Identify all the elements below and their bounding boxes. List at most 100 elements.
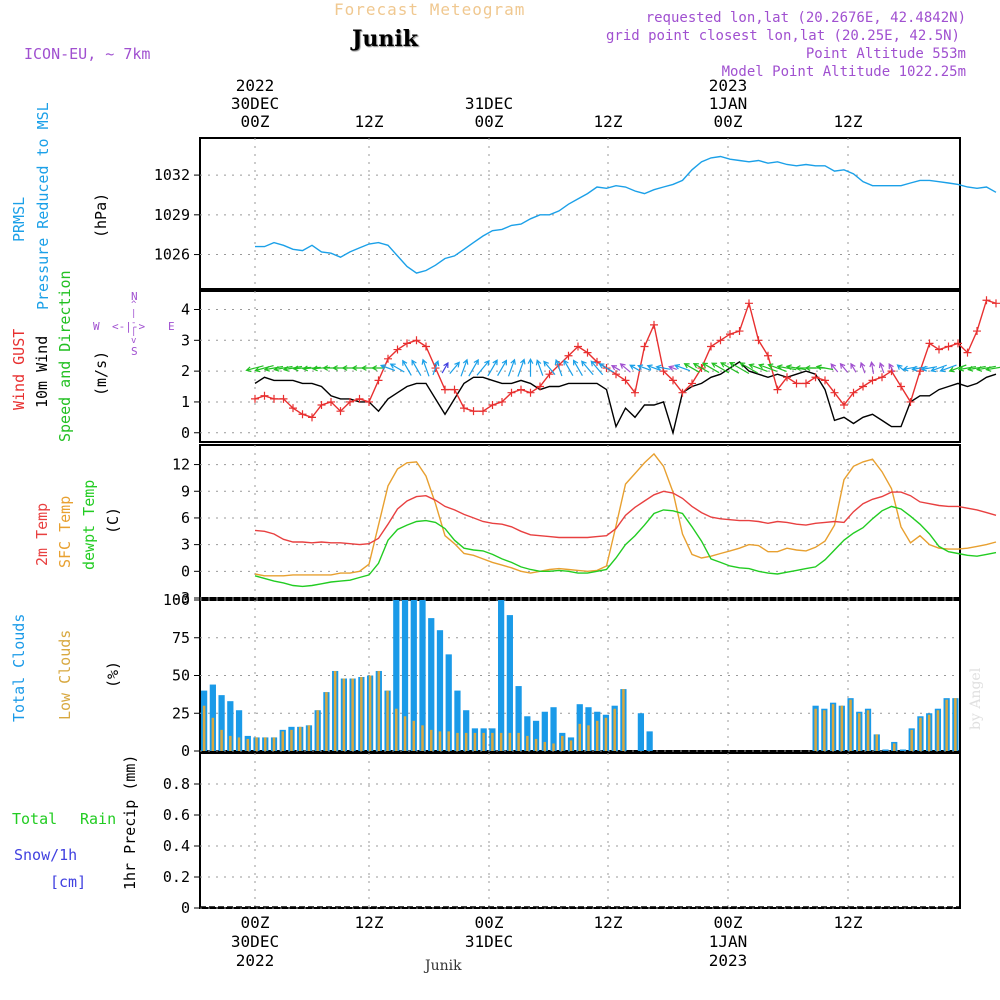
low-cloud-bar (202, 705, 206, 751)
low-cloud-bar (526, 735, 529, 751)
gust-marker (631, 388, 639, 397)
gust-marker (650, 320, 658, 329)
low-cloud-bar (333, 670, 337, 751)
gust-marker (612, 370, 620, 379)
low-cloud-bar (587, 725, 590, 751)
low-cloud-bar (220, 729, 223, 751)
wind-direction-arrow (254, 365, 274, 373)
wind-gust-line (254, 299, 997, 419)
gust-marker (498, 397, 506, 406)
compass-vertical: ^ | - | v (131, 300, 137, 346)
gust-marker (640, 342, 649, 351)
gust-marker (821, 376, 829, 385)
label-ms: (m/s) (92, 350, 110, 396)
gust-marker (450, 385, 459, 394)
low-cloud-bar (342, 678, 346, 751)
low-cloud-bar (875, 734, 879, 751)
gust-marker (336, 407, 345, 416)
total-cloud-bar (463, 710, 470, 751)
ytick-label-1-0: 0 (181, 424, 190, 442)
gust-marker (726, 330, 734, 339)
ytick-label-1-1: 1 (181, 393, 190, 411)
total-cloud-bar (393, 600, 400, 751)
gust-marker (935, 345, 943, 354)
low-cloud-bar (482, 732, 485, 751)
gust-marker (536, 382, 544, 391)
wind-direction-arrow (683, 363, 700, 373)
ytick-label-2-3: 6 (181, 509, 190, 527)
ytick-label-3-2: 50 (172, 667, 190, 685)
total-cloud-bar (550, 707, 557, 751)
gust-marker (754, 336, 763, 345)
gust-marker (849, 388, 858, 397)
low-cloud-bar (840, 705, 844, 751)
gust-marker (830, 388, 839, 397)
total-cloud-bar (436, 630, 444, 751)
low-cloud-bar (403, 716, 407, 751)
gust-marker (678, 388, 687, 397)
total-cloud-bar (454, 690, 461, 751)
wind-direction-arrow (460, 358, 469, 377)
low-cloud-bar (604, 717, 608, 751)
ytick-label-1-3: 3 (181, 331, 190, 349)
top-year-label: 2022 (235, 76, 275, 95)
label-c: (C) (104, 506, 122, 534)
label-wind-gust: Wind GUST (10, 328, 28, 410)
ytick-label-0-0: 1026 (154, 246, 190, 264)
gust-marker (479, 407, 487, 416)
gust-marker (707, 342, 715, 351)
low-cloud-bar (910, 729, 913, 751)
wind-direction-arrow (449, 361, 461, 374)
gust-marker (621, 376, 630, 385)
label-hpa: (hPa) (92, 192, 110, 238)
gust-marker (545, 370, 554, 379)
panels: 10261029103201234-3036912025507510000.20… (154, 137, 961, 917)
gust-marker (270, 394, 278, 403)
gust-marker (564, 351, 573, 360)
top-hour-label: 00Z (240, 112, 270, 131)
bottom-hour-label: 00Z (240, 913, 270, 932)
panel-frame-2 (199, 444, 961, 599)
compass-west: W (93, 320, 100, 333)
total-cloud-bar (899, 749, 907, 751)
wind-direction-arrow (920, 365, 938, 372)
wind-direction-arrow (957, 365, 977, 372)
gust-marker (422, 342, 430, 351)
gust-marker (526, 388, 535, 397)
grid-point: grid point closest lon,lat (20.25E, 42.5… (605, 28, 960, 44)
wind-direction-arrow (402, 359, 412, 376)
low-cloud-bar (919, 717, 922, 751)
label-10m-wind: 10m Wind (33, 335, 51, 408)
low-cloud-bar (281, 731, 284, 751)
label-total-clouds: Total Clouds (10, 613, 28, 722)
wind-direction-arrow (441, 361, 449, 374)
gust-marker (944, 342, 953, 351)
top-year-label: 2023 (708, 76, 748, 95)
chart-title: Forecast Meteogram (334, 0, 526, 19)
gust-marker (973, 327, 981, 336)
gust-marker (374, 376, 383, 385)
total-cloud-bar (532, 720, 540, 751)
wind-direction-arrow (563, 359, 574, 376)
wind-direction-arrow (930, 364, 947, 373)
wind-direction-arrow (701, 362, 720, 374)
low-cloud-bar (377, 670, 381, 751)
wind-direction-arrow (263, 365, 284, 372)
gust-marker (517, 385, 525, 394)
dewpoint-line (254, 505, 997, 588)
wind-direction-arrow (668, 365, 678, 371)
wind-direction-arrow (487, 359, 498, 377)
total-cloud-bar (646, 731, 653, 751)
label-prmsl: PRMSL (10, 196, 28, 242)
wind-direction-arrow (985, 366, 1000, 372)
total-cloud-bar (218, 695, 225, 751)
low-cloud-bar (368, 675, 372, 751)
low-cloud-bar (229, 735, 232, 751)
bottom-date-label: 1JAN (708, 932, 748, 951)
label-dewpt-temp: dewpt Temp (80, 479, 98, 570)
wind-direction-arrow (432, 360, 440, 376)
wind-direction-arrow (948, 364, 967, 373)
low-cloud-bar (211, 717, 215, 751)
wind-direction-arrow (590, 360, 604, 376)
t2m-temp-line (254, 490, 997, 546)
